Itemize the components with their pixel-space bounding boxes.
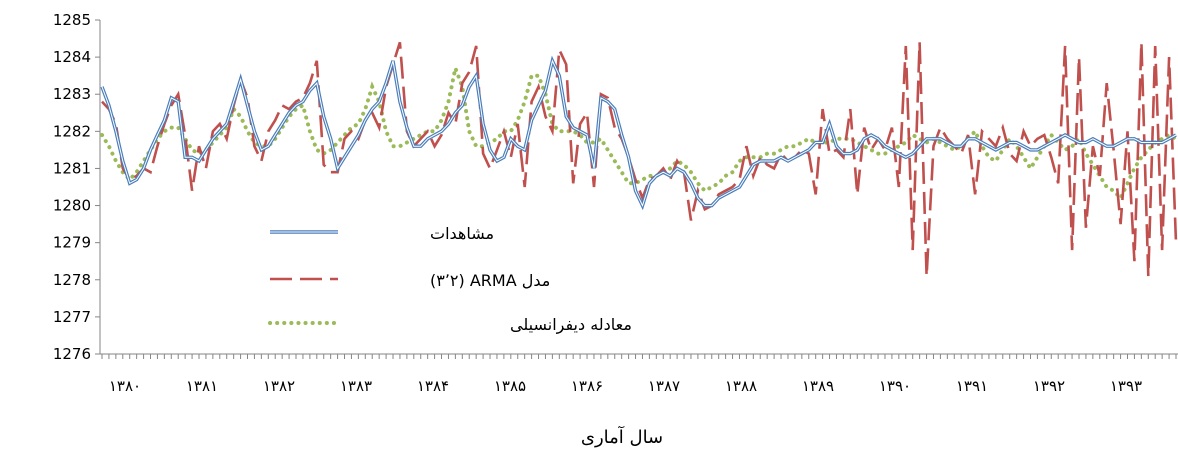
x-axis: ۱۳۸۰ ۱۳۸۱ ۱۳۸۲ ۱۳۸۳ ۱۳۸۴ ۱۳۸۵ ۱۳۸۶ ۱۳۸۷ ۱۳۸۸ ۱۳۸۹… <box>100 353 1178 395</box>
x-tick-label: ۱۳۹۱ <box>956 377 988 395</box>
y-tick-label: 1276 <box>53 345 91 363</box>
x-tick-label: ۱۳۸۷ <box>648 377 680 395</box>
legend-label-differential: معادله دیفرانسیلی <box>510 315 632 335</box>
series-layer <box>100 41 1178 277</box>
x-tick-label: ۱۳۸۴ <box>417 377 449 395</box>
x-tick-label: ۱۳۸۶ <box>571 377 603 395</box>
y-tick-label: 1278 <box>53 271 91 289</box>
series-differential-line <box>100 60 1178 202</box>
legend-label-arma: مدل ARMA (۳٬۲) <box>430 271 550 290</box>
series-observed-line-outer <box>100 55 1177 211</box>
x-tick-label: ۱۳۸۳ <box>340 377 372 395</box>
x-tick-label: ۱۳۸۰ <box>109 377 141 395</box>
y-tick-label: 1279 <box>53 234 91 252</box>
series-observed-line-inner <box>101 59 1177 207</box>
x-tick-label: ۱۳۸۹ <box>802 377 834 395</box>
x-tick-label: ۱۳۹۰ <box>879 377 911 395</box>
x-tick-label: ۱۳۸۱ <box>186 377 218 395</box>
series-arma-line <box>101 41 1178 277</box>
x-tick-label: ۱۳۸۵ <box>494 377 526 395</box>
legend: مشاهدات مدل ARMA (۳٬۲) معادله دیفرانسیلی <box>262 214 632 342</box>
y-tick-label: 1285 <box>53 11 91 29</box>
x-tick-label: ۱۳۸۲ <box>263 377 295 395</box>
y-tick-label: 1281 <box>53 159 91 177</box>
y-tick-label: 1282 <box>53 122 91 140</box>
y-tick-label: 1277 <box>53 308 91 326</box>
x-tick-label: ۱۳۸۸ <box>725 377 757 395</box>
x-axis-title: سال آماری <box>581 425 663 448</box>
y-tick-label: 1280 <box>53 197 91 215</box>
y-tick-label: 1283 <box>53 85 91 103</box>
y-tick-label: 1284 <box>53 48 91 66</box>
y-axis: 1276 1277 1278 1279 1280 1281 1282 1283 1284 1285 <box>53 11 101 363</box>
x-tick-label: ۱۳۹۲ <box>1033 377 1065 395</box>
legend-label-observed: مشاهدات <box>430 224 494 243</box>
x-tick-label: ۱۳۹۳ <box>1110 377 1142 395</box>
